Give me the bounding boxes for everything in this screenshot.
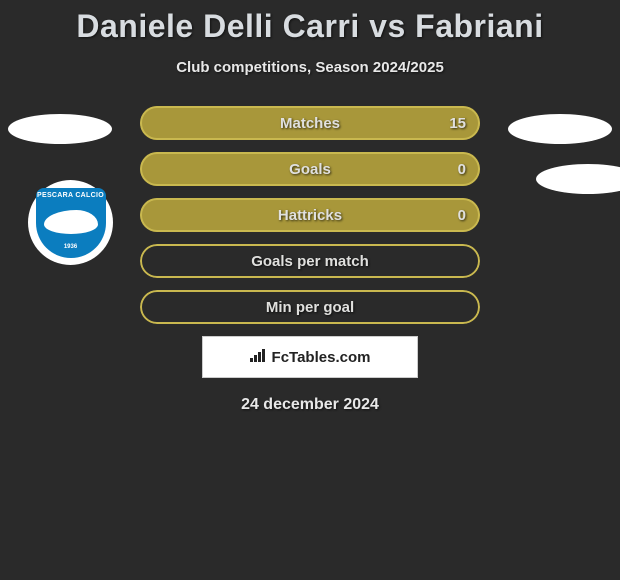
stat-bar-label: Hattricks bbox=[278, 207, 342, 224]
stat-bar-value: 0 bbox=[458, 207, 466, 224]
stat-bar: Matches 15 bbox=[140, 106, 480, 140]
stat-bar: Goals per match bbox=[140, 244, 480, 278]
stat-bar-label: Goals bbox=[289, 161, 331, 178]
stat-bar-value: 0 bbox=[458, 161, 466, 178]
attribution-label: FcTables.com bbox=[272, 349, 371, 366]
stat-bar: Min per goal bbox=[140, 290, 480, 324]
player-left-placeholder-oval bbox=[8, 114, 112, 144]
club-badge-name: PESCARA CALCIO bbox=[36, 192, 106, 199]
stat-bar-label: Min per goal bbox=[266, 299, 354, 316]
stat-bar: Hattricks 0 bbox=[140, 198, 480, 232]
content-area: PESCARA CALCIO 1936 Matches15Goals0Hattr… bbox=[0, 106, 620, 414]
attribution-text: FcTables.com bbox=[250, 348, 371, 366]
stat-bar: Goals 0 bbox=[140, 152, 480, 186]
comparison-subtitle: Club competitions, Season 2024/2025 bbox=[0, 59, 620, 76]
club-badge-shield: PESCARA CALCIO 1936 bbox=[36, 188, 106, 258]
snapshot-date: 24 december 2024 bbox=[0, 396, 620, 414]
attribution-box: FcTables.com bbox=[202, 336, 418, 378]
stat-bar-label: Goals per match bbox=[251, 253, 369, 270]
stats-bars: Matches 15 Goals 0 Hattricks 0 Goals per match… bbox=[140, 106, 480, 324]
club-badge-year: 1936 bbox=[36, 244, 106, 250]
player-right-placeholder-oval bbox=[508, 114, 612, 144]
dolphin-icon bbox=[44, 210, 98, 234]
club-badge-left: PESCARA CALCIO 1936 bbox=[28, 180, 113, 265]
chart-icon bbox=[250, 348, 268, 366]
comparison-title: Daniele Delli Carri vs Fabriani bbox=[0, 0, 620, 45]
player-right-placeholder-oval-2 bbox=[536, 164, 620, 194]
stat-bar-label: Matches bbox=[280, 115, 340, 132]
stat-bar-value: 15 bbox=[449, 115, 466, 132]
